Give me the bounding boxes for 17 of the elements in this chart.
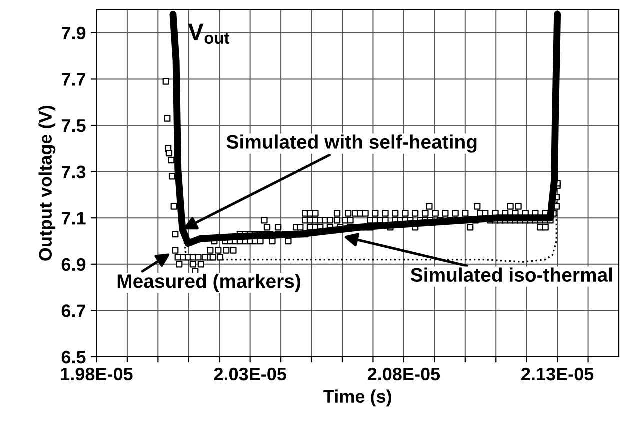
y-axis-title: Output voltage (V) <box>38 106 56 261</box>
y-tick-label: 6.9 <box>62 258 86 272</box>
x-tick-label: 2.03E-05 <box>214 368 286 381</box>
x-tick-label: 2.13E-05 <box>522 368 594 381</box>
y-tick-label: 7.7 <box>62 73 86 86</box>
annotation: Measured (markers) <box>118 274 300 292</box>
y-tick-label: 6.7 <box>62 304 86 318</box>
annotation: Simulated with self-heating <box>226 134 477 153</box>
x-tick-label: 1.98E-05 <box>61 368 133 381</box>
y-tick-label: 7.3 <box>62 166 86 179</box>
y-tick-label: 7.1 <box>62 212 86 225</box>
y-tick-label: 7.9 <box>62 26 86 40</box>
y-tick-label: 7.5 <box>62 120 86 132</box>
y-tick-label: 6.5 <box>62 350 86 364</box>
x-axis-title: Time (s) <box>324 390 392 407</box>
x-tick-label: 2.08E-05 <box>368 368 440 381</box>
annotation: Simulated iso-thermal <box>410 268 612 282</box>
